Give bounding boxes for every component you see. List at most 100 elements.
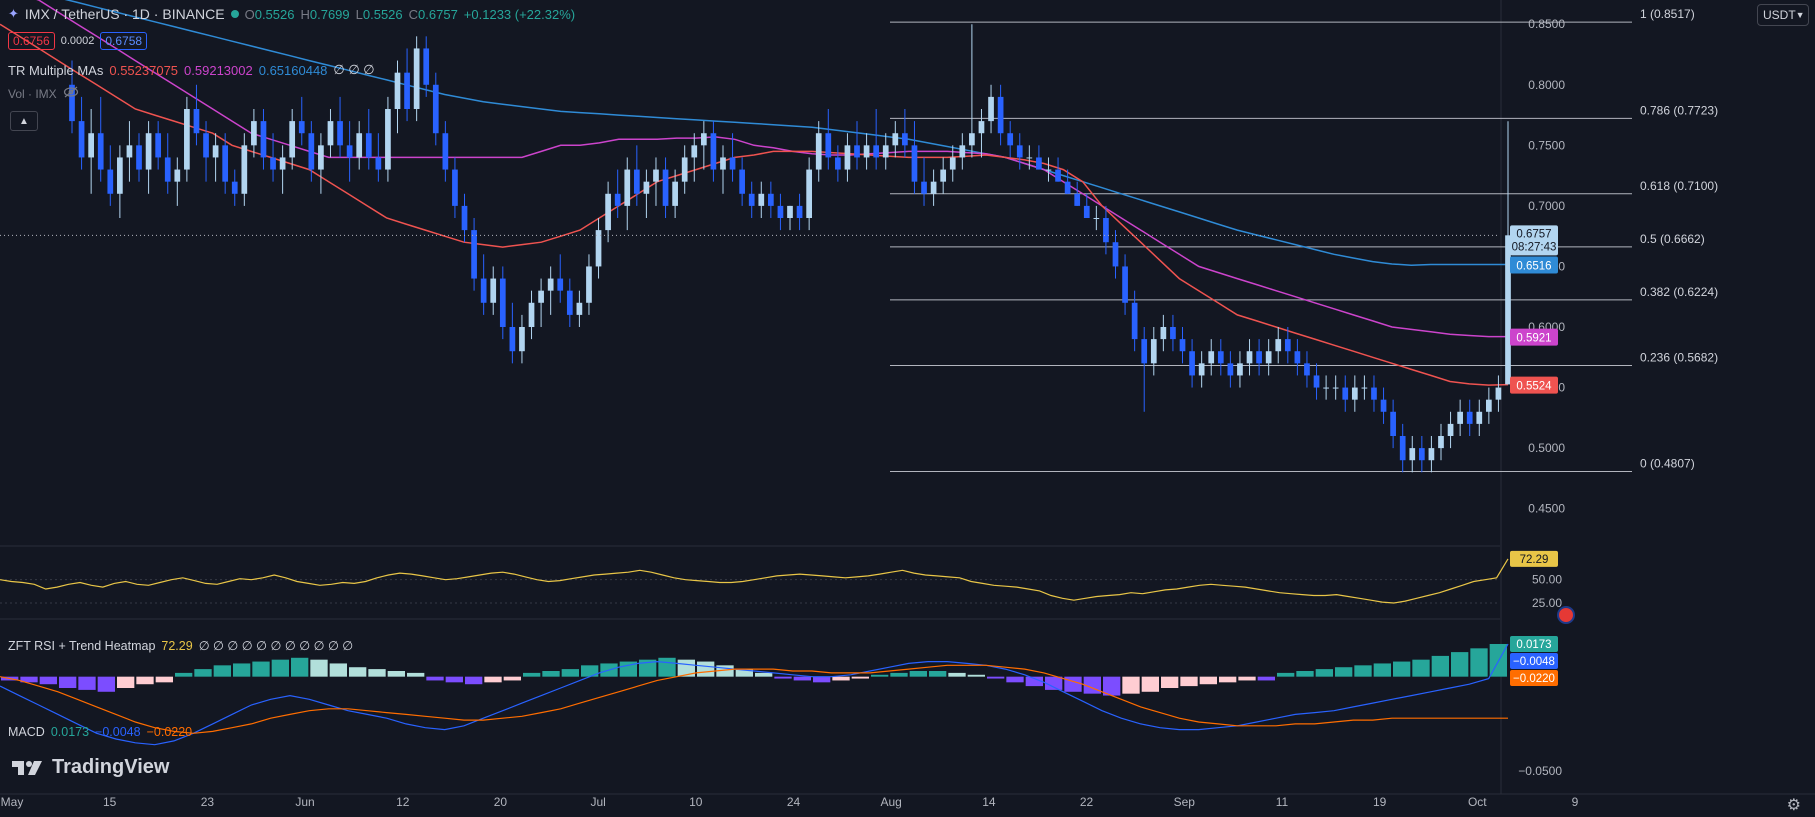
macd-signal-line <box>0 664 1508 734</box>
candle-body <box>825 133 832 158</box>
volume-label[interactable]: Vol · IMX <box>8 86 57 101</box>
macd-histogram-bar <box>1180 676 1198 687</box>
candle-body <box>835 157 841 170</box>
volume-legend[interactable]: Vol · IMX <box>8 86 79 101</box>
macd-histogram-bar <box>20 676 38 683</box>
candle-body <box>1122 266 1128 303</box>
macd-histogram-bar <box>503 676 521 681</box>
candle-body <box>863 145 870 158</box>
candle-body <box>1294 351 1301 364</box>
candle-body <box>480 278 487 303</box>
macd-line-badge <box>1510 652 1558 669</box>
candle-body <box>1457 411 1463 424</box>
candle-body <box>432 84 439 134</box>
candle-body <box>1055 169 1061 182</box>
candle-body <box>643 181 650 194</box>
low-label: L <box>355 6 363 22</box>
time-tick-label: 19 <box>1373 795 1387 809</box>
candle-body <box>1466 411 1473 424</box>
rsi-level-label: 25.00 <box>1532 596 1562 610</box>
rsi-empty-values: ∅ ∅ ∅ ∅ ∅ ∅ ∅ ∅ ∅ ∅ ∅ <box>198 639 354 653</box>
candle-body <box>1103 218 1109 243</box>
candle-body <box>1016 145 1023 158</box>
rsi-level-label: 50.00 <box>1532 573 1562 587</box>
rsi-legend[interactable]: ZFT RSI + Trend Heatmap 72.29 ∅ ∅ ∅ ∅ ∅ … <box>8 638 354 654</box>
currency-select[interactable]: USDT ▼ <box>1757 4 1809 26</box>
macd-histogram-bar <box>484 676 502 683</box>
candle-body <box>547 278 554 291</box>
candle-body <box>490 278 497 303</box>
ma-price-badge-label: 0.5524 <box>1516 381 1552 393</box>
macd-histogram-bar <box>909 671 927 677</box>
candle-body <box>1189 351 1195 376</box>
macd-histogram-bar <box>619 661 637 677</box>
candle-body <box>145 133 152 170</box>
eye-hidden-icon[interactable] <box>63 86 79 101</box>
macd-histogram-bar <box>1064 676 1082 692</box>
candle-body <box>605 193 611 231</box>
macd-histogram-bar <box>871 674 889 677</box>
candle-body <box>1093 218 1100 219</box>
imx-logo-icon: ✦ <box>8 6 19 21</box>
candle-body <box>78 121 85 158</box>
candle-body <box>394 72 401 109</box>
candle-body <box>528 302 535 327</box>
macd-histogram-bar <box>271 659 289 677</box>
symbol-title[interactable]: IMX / TetherUS · 1D · BINANCE <box>24 6 225 22</box>
macd-histogram-bar <box>1122 676 1140 694</box>
candle-body <box>1418 448 1425 461</box>
macd-histogram-bar <box>233 663 251 677</box>
macd-histogram-bar <box>117 676 135 688</box>
ma-legend[interactable]: TR Multiple MAs 0.55237075 0.59213002 0.… <box>8 62 375 78</box>
candle-body <box>231 181 238 194</box>
candle-body <box>624 169 631 206</box>
ma-price-badge-label: 0.6516 <box>1516 261 1551 273</box>
candle-body <box>117 157 123 194</box>
candle-body <box>700 133 707 146</box>
high-value: 0.7699 <box>309 6 350 22</box>
tradingview-logo[interactable]: TradingView <box>12 756 169 779</box>
time-tick-label: Aug <box>881 795 902 809</box>
buy-button[interactable]: 0.6758 <box>100 32 148 50</box>
us-flag-event-icon[interactable] <box>1557 606 1575 624</box>
candle-body <box>758 193 765 206</box>
candle-body <box>1246 351 1253 364</box>
macd-histogram-bar <box>1219 676 1237 683</box>
candle-body <box>1045 169 1052 171</box>
collapse-legend-button[interactable]: ▲ <box>10 111 38 131</box>
macd-histogram-bar <box>59 676 77 688</box>
last-price-badge <box>1510 225 1558 256</box>
ma100-value: 0.65160448 <box>258 62 328 78</box>
settings-gear-icon[interactable]: ⚙ <box>1786 797 1801 814</box>
macd-histogram-bar <box>1141 676 1159 692</box>
candle-body <box>988 96 994 122</box>
candle-body <box>576 302 583 315</box>
rsi-value-badge-label: 72.29 <box>1520 554 1549 566</box>
rsi-label[interactable]: ZFT RSI + Trend Heatmap <box>8 638 156 653</box>
candle-body <box>633 169 640 194</box>
candle-body <box>1428 448 1435 461</box>
time-tick-label: 23 <box>201 795 215 809</box>
macd-label[interactable]: MACD <box>8 725 45 739</box>
sell-button[interactable]: 0.6756 <box>8 32 55 50</box>
macd-histogram-bar <box>948 672 966 677</box>
candle-body <box>1390 411 1396 436</box>
candle-body <box>844 145 851 170</box>
fib-level-label: 0.618 (0.7100) <box>1640 179 1718 193</box>
candle-body <box>1007 133 1014 146</box>
candle-body <box>1371 387 1377 400</box>
ma-indicator-label[interactable]: TR Multiple MAs <box>8 62 104 78</box>
market-status-icon <box>230 10 239 18</box>
macd-legend[interactable]: MACD 0.0173 −0.0048 −0.0220 <box>8 725 192 739</box>
candle-body <box>748 193 755 206</box>
macd-histogram-bar <box>639 659 657 677</box>
ma-price-badge <box>1510 328 1558 346</box>
candle-body <box>796 205 803 218</box>
candle-body <box>930 181 937 194</box>
candle-body <box>327 121 334 146</box>
macd-histogram-bar <box>1238 676 1256 681</box>
candle-body <box>1160 327 1167 340</box>
macd-histogram-bar <box>1412 659 1430 677</box>
